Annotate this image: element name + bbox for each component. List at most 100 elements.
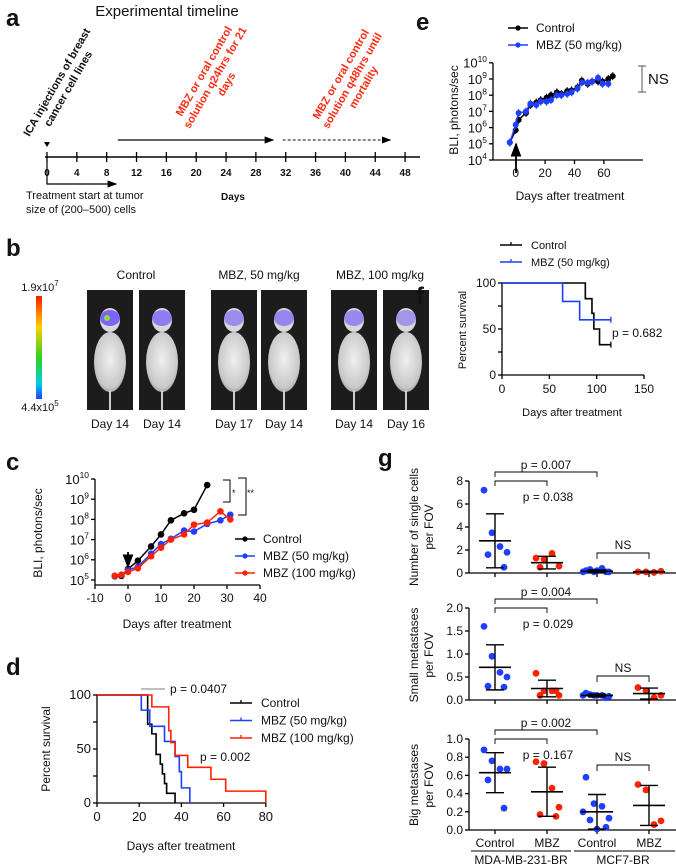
data-point <box>124 568 132 576</box>
y-tick-label: 106 <box>70 551 89 568</box>
data-point <box>180 531 188 538</box>
data-point <box>180 510 188 517</box>
y-tick-label: 105 <box>468 135 487 152</box>
treatment-start-arrow <box>46 162 118 188</box>
bli-signal <box>152 310 172 326</box>
panel-label-g: g <box>378 445 393 472</box>
group-label: MCF7-BR <box>596 853 650 866</box>
mouse-day-label: Day 17 <box>215 417 253 431</box>
mouse-body <box>338 332 370 392</box>
data-point <box>595 74 602 81</box>
x-axis-label: Days after treatment <box>127 839 236 853</box>
data-point <box>134 564 142 572</box>
legend-label: MBZ (100 mg/kg) <box>261 731 354 745</box>
mantissa: 1.9x10 <box>21 282 54 294</box>
timeline-tick-label: 16 <box>161 168 173 179</box>
tick-exponent: 7 <box>482 102 487 112</box>
x-tick-label: 40 <box>568 166 582 180</box>
y-tick-label: 0.5 <box>446 670 463 684</box>
data-point <box>642 687 650 695</box>
data-point <box>527 100 534 107</box>
mouse-image <box>211 290 257 410</box>
y-axis-label: Percent survival <box>39 706 53 791</box>
data-point <box>480 486 488 494</box>
comparison-bracket <box>494 607 548 613</box>
tick-base: 10 <box>70 553 84 568</box>
comparison-bracket <box>494 471 598 477</box>
x-tick-label: 100 <box>587 382 607 396</box>
x-tick-label: 10 <box>154 591 168 605</box>
tick-base: 10 <box>70 533 84 548</box>
tick-exponent: 6 <box>84 551 89 561</box>
p-value-label: p = 0.002 <box>521 716 572 730</box>
data-point <box>578 79 585 86</box>
y-tick-label: 0.4 <box>446 787 463 801</box>
mouse-body <box>94 332 126 392</box>
timeline-tick-label: 44 <box>370 168 382 179</box>
data-point <box>147 543 155 550</box>
x-tick-label: 50 <box>543 382 557 396</box>
tick-base: 10 <box>70 573 84 588</box>
ns-label: NS <box>615 538 632 552</box>
data-point <box>480 746 488 754</box>
data-point <box>532 669 540 677</box>
x-axis-label: Days after treatment <box>522 407 622 419</box>
data-point <box>506 139 513 146</box>
data-point <box>547 97 554 104</box>
data-point <box>503 548 511 556</box>
tick-exponent: 10 <box>478 54 488 64</box>
tick-base: 10 <box>468 153 482 168</box>
group-label: MBZ, 50 mg/kg <box>218 268 299 282</box>
mouse-image <box>261 290 307 410</box>
tick-exponent: 5 <box>84 571 89 581</box>
data-point <box>657 817 665 825</box>
y-tick-label: 1.0 <box>446 732 463 746</box>
tick-base: 10 <box>468 137 482 152</box>
data-point <box>568 89 575 96</box>
data-point <box>547 92 554 99</box>
ns-bracket <box>638 65 646 93</box>
x-tick-label: -10 <box>86 591 104 605</box>
tick-exponent: 5 <box>482 135 487 145</box>
y-axis-label: BLI, photons/sec <box>447 65 461 154</box>
data-point <box>488 529 496 537</box>
timeline-tick-label: 40 <box>340 168 352 179</box>
significance-label: * <box>232 488 236 498</box>
tick-exponent: 9 <box>84 490 89 500</box>
category-label: MBZ <box>534 836 559 850</box>
x-tick-label: 20 <box>538 166 552 180</box>
mouse-day-label: Day 14 <box>335 417 373 431</box>
y-tick-label: 0.6 <box>446 768 463 782</box>
data-point <box>500 804 508 812</box>
data-point <box>605 76 612 82</box>
p-value-label: p = 0.682 <box>612 326 663 340</box>
tick-exponent: 6 <box>482 119 487 129</box>
mouse-image <box>331 290 377 410</box>
data-point <box>650 821 658 828</box>
panel-label-c: c <box>6 449 19 476</box>
data-point <box>488 757 496 765</box>
comparison-bracket <box>494 729 598 735</box>
panel-label-f: f <box>416 283 425 310</box>
tick-base: 10 <box>468 88 482 103</box>
group-label: MBZ, 100 mg/kg <box>336 268 424 282</box>
data-point <box>537 98 544 105</box>
legend-label: MBZ (50 mg/kg) <box>261 714 347 728</box>
phase1-annotation: MBZ or oral controlsolution q24hrs for 2… <box>170 19 260 138</box>
data-point <box>484 551 492 558</box>
bli-signal <box>224 310 244 326</box>
data-point <box>217 508 224 515</box>
mouse-body <box>218 332 250 392</box>
data-point <box>480 623 488 630</box>
data-point <box>217 517 224 524</box>
data-point <box>227 516 234 523</box>
data-point <box>496 543 504 550</box>
legend-marker <box>242 570 248 576</box>
comparison-bracket <box>596 764 650 771</box>
exponent: 5 <box>54 399 59 408</box>
tick-base: 10 <box>468 104 482 119</box>
y-tick-label: 109 <box>70 490 89 507</box>
y-tick-label: 1.0 <box>446 647 463 661</box>
mouse-day-label: Day 14 <box>265 417 303 431</box>
y-tick-label: 106 <box>468 119 487 136</box>
